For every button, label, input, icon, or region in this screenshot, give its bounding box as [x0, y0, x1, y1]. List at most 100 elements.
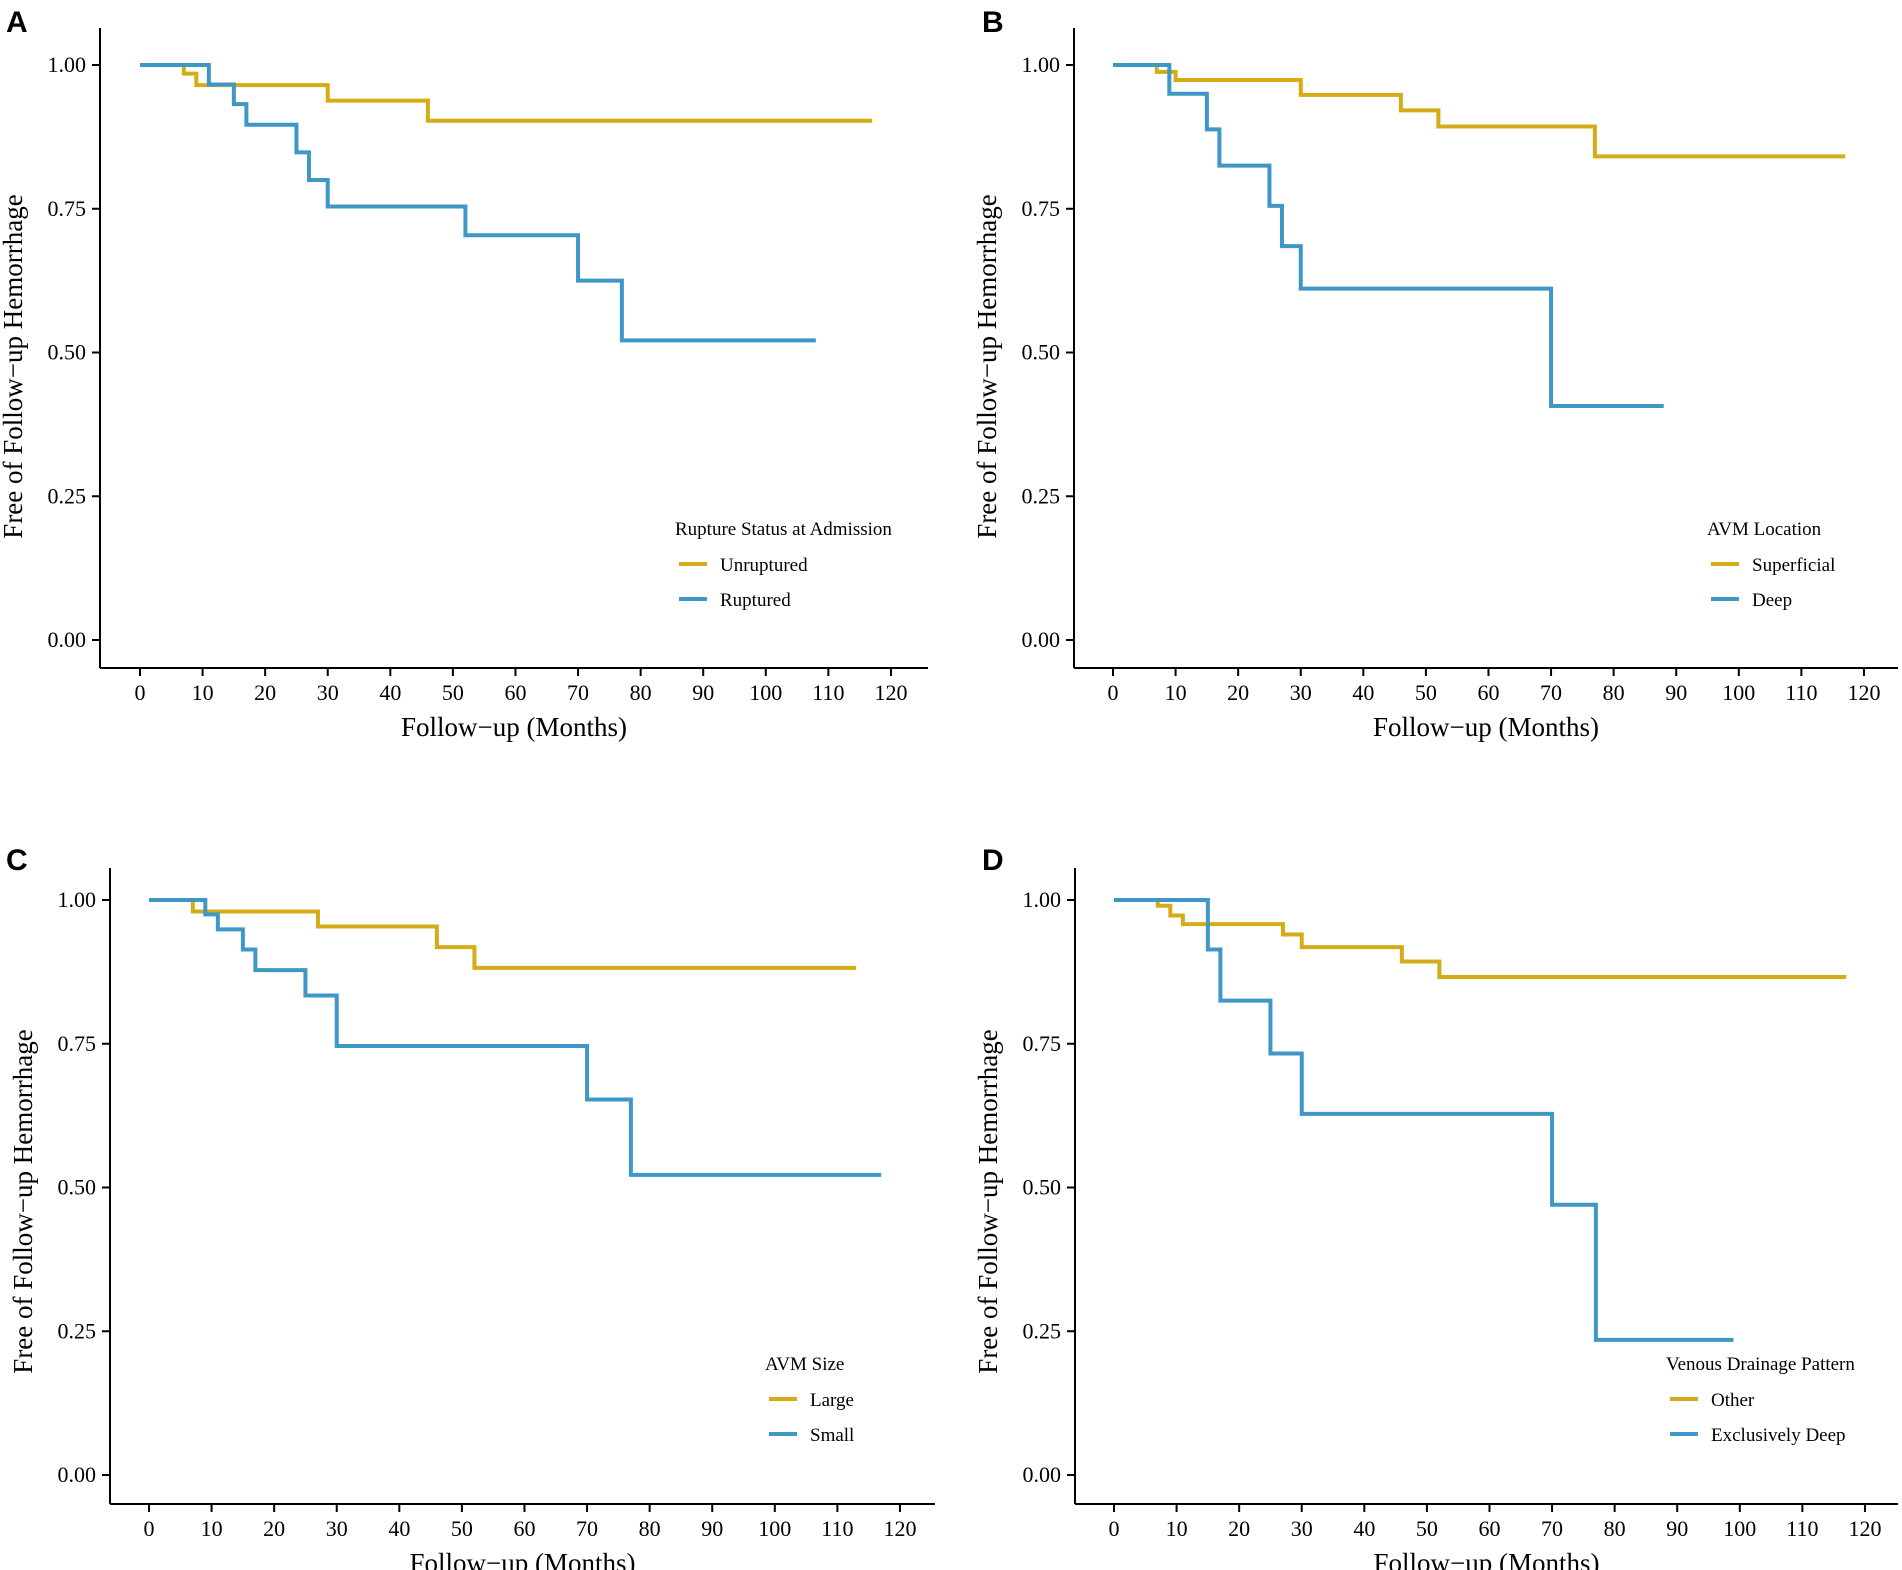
legend-title: Rupture Status at Admission [675, 519, 892, 540]
legend-label-unruptured: Unruptured [720, 555, 808, 576]
y-tick-label: 0.25 [48, 483, 87, 508]
x-tick-label: 40 [379, 680, 401, 705]
x-tick-label: 100 [1722, 680, 1755, 705]
legend-title: Venous Drainage Pattern [1666, 1354, 1855, 1375]
x-tick-label: 70 [1540, 680, 1562, 705]
y-tick-label: 0.50 [1023, 1175, 1062, 1200]
x-tick-label: 100 [749, 680, 782, 705]
x-tick-label: 70 [576, 1516, 598, 1541]
y-tick-label: 0.75 [1023, 1031, 1062, 1056]
y-tick-label: 0.25 [58, 1318, 97, 1343]
x-tick-label: 120 [1848, 1516, 1881, 1541]
series-line-large [149, 898, 857, 970]
x-tick-label: 90 [701, 1516, 723, 1541]
x-tick-label: 0 [1108, 680, 1119, 705]
x-tick-label: 70 [1541, 1516, 1563, 1541]
x-tick-label: 70 [567, 680, 589, 705]
x-axis-title: Follow−up (Months) [1374, 1548, 1600, 1570]
x-tick-label: 110 [1786, 1516, 1818, 1541]
series-line-exclusively-deep [1114, 898, 1734, 1342]
x-axis-title: Follow−up (Months) [1373, 712, 1599, 742]
x-tick-label: 30 [1291, 1516, 1313, 1541]
series-line-unruptured [140, 63, 873, 123]
legend-title: AVM Size [765, 1354, 844, 1375]
x-tick-label: 20 [263, 1516, 285, 1541]
x-tick-label: 40 [1352, 680, 1374, 705]
x-tick-label: 110 [1785, 680, 1817, 705]
x-tick-label: 50 [1416, 1516, 1438, 1541]
x-tick-label: 90 [692, 680, 714, 705]
x-tick-label: 20 [1227, 680, 1249, 705]
y-tick-label: 0.00 [58, 1462, 97, 1487]
legend-label-superficial: Superficial [1752, 555, 1835, 576]
x-tick-label: 100 [1723, 1516, 1756, 1541]
x-tick-label: 110 [812, 680, 844, 705]
y-tick-label: 0.00 [1022, 627, 1061, 652]
legend-label-deep: Deep [1752, 590, 1792, 611]
x-tick-label: 110 [821, 1516, 853, 1541]
panel-c: C 0.00 0.25 0.50 0.75 1.00 0 10 20 30 40 50 60 70 80 90… [6, 844, 935, 1570]
x-tick-label: 50 [442, 680, 464, 705]
x-tick-label: 80 [1604, 1516, 1626, 1541]
series-line-deep [1113, 63, 1664, 408]
y-tick-label: 0.00 [48, 627, 87, 652]
y-tick-label: 1.00 [1022, 52, 1061, 77]
y-tick-label: 0.25 [1022, 483, 1061, 508]
series-line-ruptured [140, 63, 816, 343]
x-tick-label: 10 [1166, 1516, 1188, 1541]
x-tick-label: 10 [192, 680, 214, 705]
y-tick-label: 1.00 [58, 887, 97, 912]
x-tick-label: 60 [513, 1516, 535, 1541]
y-axis-title: Free of Follow−up Hemorrhage [973, 1029, 1003, 1373]
y-tick-label: 0.25 [1023, 1318, 1062, 1343]
y-tick-label: 0.50 [58, 1175, 97, 1200]
series-line-other [1114, 898, 1847, 980]
legend-label-exclusively-deep: Exclusively Deep [1711, 1425, 1846, 1446]
panel-letter: D [982, 844, 1004, 877]
x-tick-label: 80 [639, 1516, 661, 1541]
x-tick-label: 30 [326, 1516, 348, 1541]
y-axis-title: Free of Follow−up Hemorrhage [0, 194, 28, 538]
x-tick-label: 0 [1109, 1516, 1120, 1541]
y-tick-label: 1.00 [48, 52, 87, 77]
x-tick-label: 20 [254, 680, 276, 705]
y-tick-label: 0.50 [1022, 340, 1061, 365]
panel-b: B 0.00 0.25 0.50 0.75 1.00 0 10 20 30 40 50 60 70 80 90… [972, 6, 1898, 742]
x-tick-label: 60 [1477, 680, 1499, 705]
x-tick-label: 100 [758, 1516, 791, 1541]
legend-label-ruptured: Ruptured [720, 590, 791, 611]
x-tick-label: 40 [1353, 1516, 1375, 1541]
x-tick-label: 50 [1415, 680, 1437, 705]
x-axis-title: Follow−up (Months) [410, 1548, 636, 1570]
x-tick-label: 20 [1228, 1516, 1250, 1541]
x-tick-label: 90 [1665, 680, 1687, 705]
y-tick-label: 0.00 [1023, 1462, 1062, 1487]
panel-letter: C [6, 844, 28, 877]
panel-letter: B [982, 6, 1004, 39]
y-axis-title: Free of Follow−up Hemorrhage [8, 1029, 38, 1373]
y-tick-label: 0.75 [1022, 196, 1061, 221]
x-tick-label: 10 [201, 1516, 223, 1541]
x-tick-label: 60 [1478, 1516, 1500, 1541]
panel-d: D 0.00 0.25 0.50 0.75 1.00 0 10 20 30 40 50 60 70 80 90… [973, 844, 1898, 1570]
legend-label-large: Large [810, 1390, 854, 1411]
x-tick-label: 80 [630, 680, 652, 705]
series-line-superficial [1113, 63, 1846, 159]
x-tick-label: 30 [1290, 680, 1312, 705]
legend-label-small: Small [810, 1425, 854, 1446]
y-tick-label: 0.50 [48, 340, 87, 365]
x-tick-label: 60 [504, 680, 526, 705]
x-tick-label: 120 [883, 1516, 916, 1541]
x-tick-label: 40 [388, 1516, 410, 1541]
x-axis-title: Follow−up (Months) [401, 712, 627, 742]
panel-a: A 0.00 0.25 0.50 0.75 1.00 0 10 20 30 40 50 60 70 80 90… [0, 6, 928, 742]
x-tick-label: 10 [1165, 680, 1187, 705]
y-axis-title: Free of Follow−up Hemorrhage [972, 194, 1002, 538]
legend-label-other: Other [1711, 1390, 1755, 1411]
y-tick-label: 0.75 [58, 1031, 97, 1056]
y-tick-label: 1.00 [1023, 887, 1062, 912]
x-tick-label: 50 [451, 1516, 473, 1541]
legend-title: AVM Location [1707, 519, 1822, 540]
y-tick-label: 0.75 [48, 196, 87, 221]
